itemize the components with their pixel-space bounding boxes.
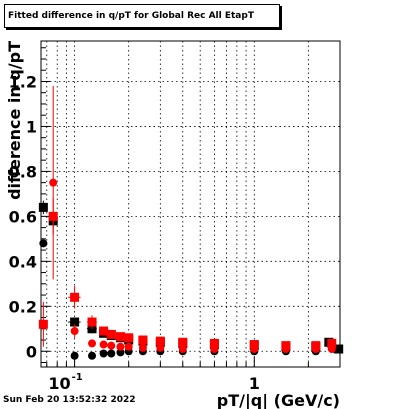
y-tick-label: 1 [26,117,37,136]
data-point-circle [116,342,125,351]
data-point-circle [107,349,116,358]
data-point-square [334,344,344,354]
data-point-circle [99,349,108,358]
timestamp: Sun Feb 20 13:52:32 2022 [3,395,136,405]
x-tick-label-exponent: -1 [72,372,83,383]
y-tick-label: 0.8 [9,162,37,181]
data-point-circle [88,339,97,348]
data-point-square [281,341,291,351]
y-tick-label: 1.2 [9,72,37,91]
data-point-circle [138,343,147,352]
x-tick-label: 10 [48,374,70,393]
plot-area [41,41,340,367]
data-point-circle [124,342,133,351]
data-point-circle [88,351,97,360]
data-point-square [124,333,134,343]
x-axis-label: pT/|q| (GeV/c) [217,391,340,409]
data-point-square [106,329,116,339]
data-point-circle [49,178,58,187]
data-point-square [115,332,125,342]
data-point-square [38,202,48,212]
data-point-square [70,317,80,327]
y-tick-label: 0.2 [9,297,37,316]
data-point-square [48,211,58,221]
data-point-circle [39,239,48,248]
data-point-circle [99,340,108,349]
data-point-circle [107,341,116,350]
data-point-square [70,292,80,302]
data-point-circle [156,343,165,352]
data-point-square [155,336,165,346]
data-point-square [209,338,219,348]
chart-title: Fitted difference in q/pT for Global Rec… [8,11,254,21]
data-point-circle [70,351,79,360]
data-point-circle [178,345,187,354]
x-tick-label: 1 [249,374,260,393]
data-point-square [38,319,48,329]
y-tick-label: 0.4 [9,252,37,271]
data-point-square [138,335,148,345]
data-point-square [99,326,109,336]
data-point-square [311,341,321,351]
data-point-square [327,338,337,348]
chart-title-box: Fitted difference in q/pT for Global Rec… [4,4,280,28]
data-point-circle [116,348,125,357]
y-tick-label: 0.6 [9,207,37,226]
y-axis-label: difference in q/pT [5,41,24,200]
data-point-circle [70,327,79,336]
data-point-square [178,337,188,347]
data-point-square [87,317,97,327]
data-point-square [249,340,259,350]
y-tick-label: 0 [26,342,37,361]
